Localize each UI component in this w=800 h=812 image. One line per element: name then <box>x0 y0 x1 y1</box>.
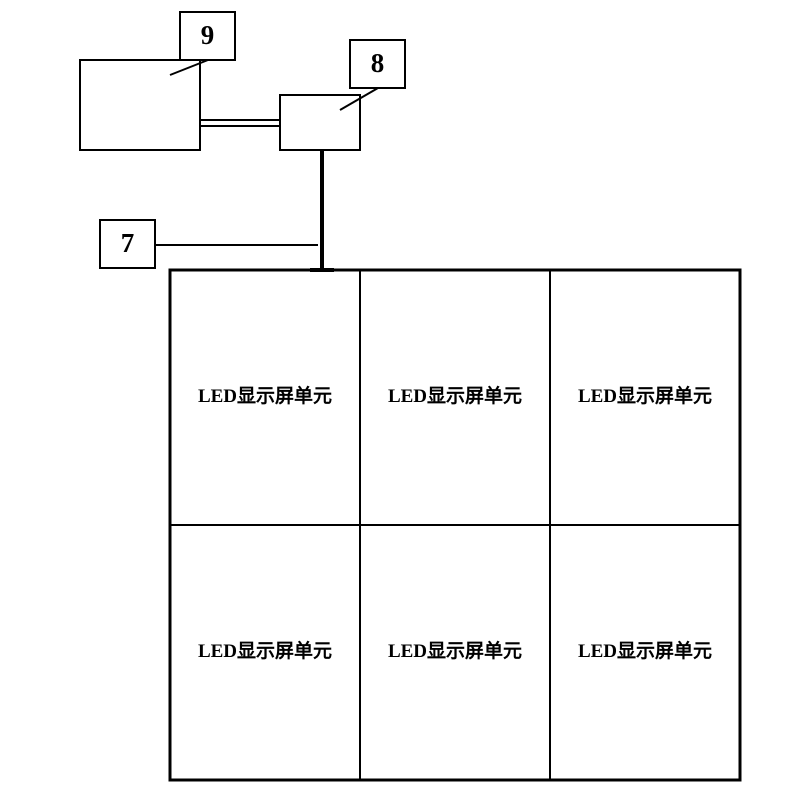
led-cell-label: LED显示屏单元 <box>578 639 712 662</box>
callout-leader-9 <box>170 60 208 75</box>
led-system-diagram: LED显示屏单元 LED显示屏单元 LED显示屏单元 LED显示屏单元 LED显示屏单元… <box>0 0 800 812</box>
component-box-8 <box>280 95 360 150</box>
callout-label-9: 9 <box>201 20 215 50</box>
led-cell-label: LED显示屏单元 <box>388 384 522 407</box>
led-cell-label: LED显示屏单元 <box>578 384 712 407</box>
led-cell-label: LED显示屏单元 <box>198 384 332 407</box>
led-cell-label: LED显示屏单元 <box>388 639 522 662</box>
led-cell-label: LED显示屏单元 <box>198 639 332 662</box>
component-box-9 <box>80 60 200 150</box>
callout-label-8: 8 <box>371 48 385 78</box>
callout-label-7: 7 <box>121 228 135 258</box>
